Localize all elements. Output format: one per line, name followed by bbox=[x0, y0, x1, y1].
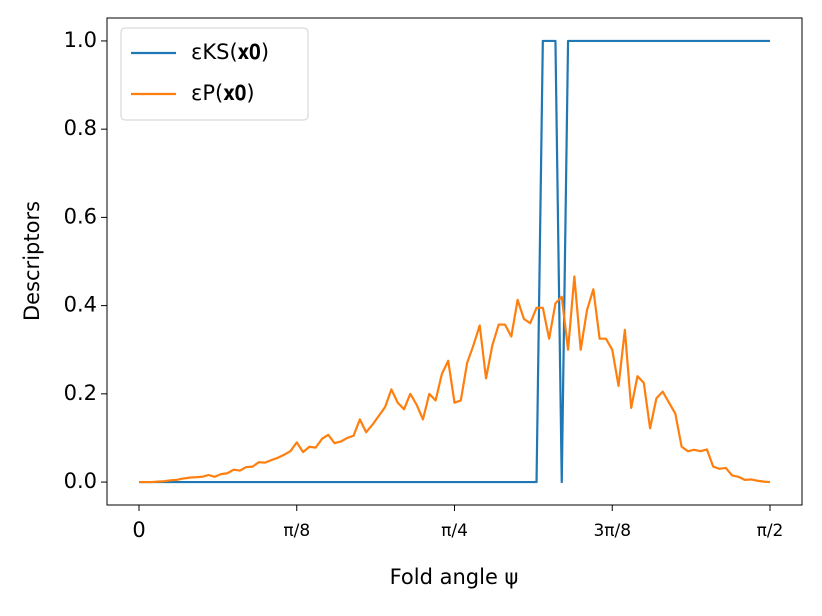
y-tick-label: 0.8 bbox=[64, 116, 97, 140]
x-tick-label: π/4 bbox=[441, 521, 468, 541]
y-tick-label: 0.2 bbox=[64, 381, 97, 405]
x-tick-label: π/8 bbox=[283, 521, 310, 541]
y-tick-label: 0.4 bbox=[64, 293, 97, 317]
y-axis-label: Descriptors bbox=[20, 201, 44, 321]
legend: εKS(𝐱𝟎) εP(𝐱𝟎) bbox=[120, 27, 309, 121]
series-line bbox=[139, 39, 770, 484]
series-line bbox=[139, 275, 771, 484]
plot-frame bbox=[106, 17, 803, 506]
x-axis-label: Fold angle ψ bbox=[390, 565, 519, 589]
y-tick-label: 0.6 bbox=[64, 204, 97, 228]
y-tick-label: 1.0 bbox=[64, 28, 97, 52]
legend-label: εKS(𝐱𝟎) bbox=[191, 40, 269, 64]
x-tick-label: 3π/8 bbox=[593, 521, 631, 541]
legend-box bbox=[120, 27, 309, 121]
legend-label: εP(𝐱𝟎) bbox=[191, 81, 255, 105]
x-tick-label: 0 bbox=[132, 518, 145, 542]
x-tick-label: π/2 bbox=[757, 521, 784, 541]
y-tick-label: 0.0 bbox=[64, 469, 97, 493]
